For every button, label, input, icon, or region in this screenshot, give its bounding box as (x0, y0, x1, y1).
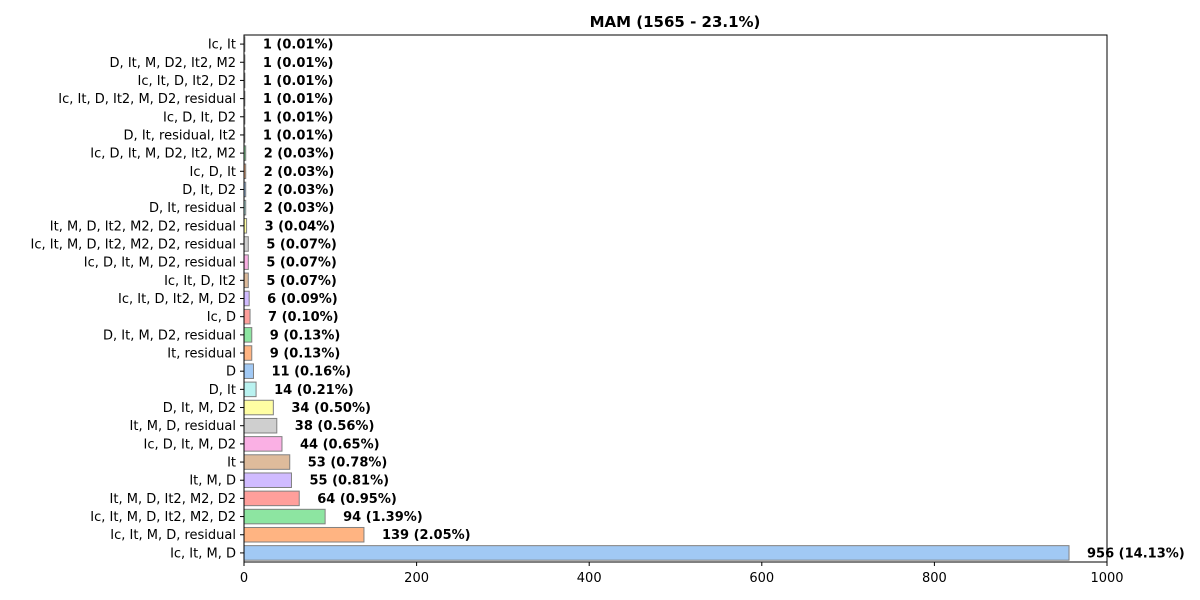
bar (243, 417, 278, 434)
data-label: 3 (0.04%) (265, 219, 336, 234)
y-tick-label: D, It, residual, It2 (124, 128, 236, 143)
x-tick-label: 1000 (1090, 571, 1123, 586)
y-tick-label: Ic, D, It (190, 165, 236, 180)
data-label: 1 (0.01%) (263, 128, 334, 143)
data-label: 5 (0.07%) (266, 274, 337, 289)
data-label: 14 (0.21%) (274, 383, 354, 398)
data-label: 7 (0.10%) (268, 310, 339, 325)
x-tick-label: 600 (749, 571, 774, 586)
bar (243, 327, 253, 343)
y-tick-label: D (226, 365, 236, 380)
y-tick-label: Ic, It, D, It2, D2 (138, 74, 236, 89)
data-label: 2 (0.03%) (264, 201, 335, 216)
y-tick-labels: Ic, It, M, D Ic, It, M, D, residual Ic, It… (31, 38, 244, 561)
x-tick-label: 200 (404, 571, 429, 586)
bar (243, 508, 326, 525)
x-tick-label: 400 (577, 571, 602, 586)
y-tick-label: It, M, D, It2, M2, D2 (110, 492, 236, 507)
data-label: 1 (0.01%) (263, 38, 334, 53)
bar (243, 526, 365, 543)
bar (243, 254, 249, 270)
bar (243, 308, 251, 325)
y-tick-label: D, It, D2 (182, 183, 236, 198)
y-tick-label: D, It, M, D2, residual (103, 328, 236, 343)
bar (243, 363, 254, 379)
data-label: 1 (0.01%) (263, 92, 334, 107)
y-tick-label: Ic, It, M, D, residual (110, 528, 236, 543)
y-tick-label: Ic, It (208, 38, 236, 53)
chart-title: MAM (1565 - 23.1%) (590, 13, 761, 31)
y-tick-label: Ic, It, M, D (170, 546, 236, 561)
y-tick-label: It, residual (167, 347, 236, 362)
bar (243, 436, 283, 452)
bar (243, 472, 292, 488)
y-tick-label: Ic, D, It, D2 (163, 110, 236, 125)
data-label: 64 (0.95%) (317, 492, 397, 507)
bar (243, 236, 249, 252)
data-label: 55 (0.81%) (309, 474, 389, 489)
data-label: 1 (0.01%) (263, 74, 334, 89)
y-tick-label: Ic, D, It, M, D2, It2, M2 (90, 147, 236, 162)
bar (243, 345, 253, 361)
data-label: 38 (0.56%) (295, 419, 375, 434)
data-label: 9 (0.13%) (270, 347, 341, 362)
y-tick-label: Ic, D, It, M, D2 (144, 437, 236, 452)
bar (243, 490, 300, 507)
bar (243, 272, 249, 289)
x-axis: 0 200 400 600 800 1000 (240, 562, 1124, 586)
y-tick-label: D, It, M, D2 (163, 401, 236, 416)
bar (243, 399, 274, 416)
data-label: 5 (0.07%) (266, 237, 337, 252)
data-label: 2 (0.03%) (264, 147, 335, 162)
y-tick-label: It, M, D (189, 474, 236, 489)
y-tick-label: Ic, It, D, It2 (164, 274, 236, 289)
y-tick-label: D, It, M, D2, It2, M2 (110, 56, 236, 71)
y-tick-label: Ic, D (207, 310, 236, 325)
y-tick-label: It, M, D, residual (130, 419, 236, 434)
data-label: 44 (0.65%) (300, 437, 380, 452)
bar (243, 545, 1070, 561)
y-tick-label: Ic, It, M, D, It2, M2, D2 (90, 510, 236, 525)
data-label: 94 (1.39%) (343, 510, 423, 525)
data-label: 139 (2.05%) (382, 528, 471, 543)
y-tick-label: Ic, D, It, M, D2, residual (84, 256, 236, 271)
y-tick-label: Ic, It, D, It2, M, D2 (118, 292, 236, 307)
data-label: 1 (0.01%) (263, 110, 334, 125)
y-tick-label: It, M, D, It2, M2, D2, residual (50, 219, 236, 234)
data-label: 53 (0.78%) (308, 456, 388, 471)
data-label: 6 (0.09%) (267, 292, 338, 307)
x-tick-label: 800 (922, 571, 947, 586)
y-tick-label: Ic, It, M, D, It2, M2, D2, residual (31, 237, 236, 252)
data-label: 5 (0.07%) (266, 256, 337, 271)
y-tick-label: D, It, residual (149, 201, 236, 216)
plot-frame (243, 34, 1108, 563)
data-label: 11 (0.16%) (271, 365, 351, 380)
data-labels: 956 (14.13%) 139 (2.05%) 94 (1.39%) 64 (0.9… (263, 38, 1185, 562)
y-tick-label: D, It (209, 383, 236, 398)
data-label: 2 (0.03%) (264, 165, 335, 180)
y-tick-label: It (227, 456, 236, 471)
data-label: 1 (0.01%) (263, 56, 334, 71)
bar (243, 454, 291, 470)
data-label: 956 (14.13%) (1087, 546, 1185, 561)
data-label: 9 (0.13%) (270, 328, 341, 343)
data-label: 2 (0.03%) (264, 183, 335, 198)
y-tick-label: Ic, It, D, It2, M, D2, residual (58, 92, 236, 107)
bar (243, 381, 257, 398)
bar (243, 290, 250, 307)
x-tick-label: 0 (240, 571, 248, 586)
data-label: 34 (0.50%) (291, 401, 371, 416)
